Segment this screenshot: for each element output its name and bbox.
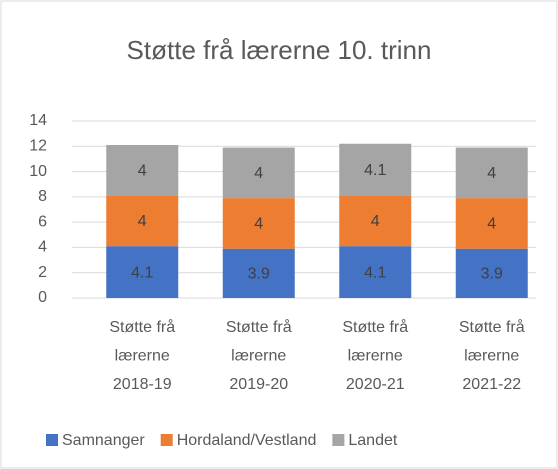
bar-segment	[339, 143, 412, 196]
x-tick-label: Støtte frå lærerne 2019-20	[226, 318, 292, 393]
y-tick-label: 12	[29, 138, 47, 155]
x-tick-label: Støtte frå lærerne 2018-19	[109, 318, 175, 393]
legend-label: Samnanger	[62, 432, 145, 449]
data-label: 4.1	[131, 264, 153, 281]
y-tick-label: 2	[38, 264, 47, 281]
data-label: 4	[254, 165, 263, 182]
bar-segment	[455, 198, 528, 249]
bar-segment	[106, 246, 179, 298]
bar-segment	[222, 147, 295, 199]
data-label: 4	[254, 216, 263, 233]
y-tick-label: 6	[38, 213, 47, 230]
legend-swatch	[160, 434, 173, 446]
legend-label: Landet	[348, 432, 397, 449]
data-label: 3.9	[481, 266, 503, 283]
bar-segment	[455, 147, 528, 199]
bar-segment	[339, 246, 412, 298]
data-label: 4	[487, 216, 496, 233]
data-label: 4	[487, 165, 496, 182]
data-label: 4.1	[364, 264, 386, 281]
bar-segment	[339, 195, 412, 247]
data-label: 4.1	[364, 162, 386, 179]
chart-title: Støtte frå lærerne 10. trinn	[127, 35, 432, 65]
x-tick-label: Støtte frå lærerne 2020-21	[342, 318, 408, 393]
bar-segment	[106, 145, 179, 196]
y-tick-label: 0	[38, 289, 47, 306]
data-label: 4	[138, 213, 147, 230]
y-tick-label: 8	[38, 188, 47, 205]
bar-segment	[222, 248, 295, 298]
data-label: 3.9	[248, 266, 270, 283]
x-tick-label: Støtte frå lærerne 2021-22	[459, 318, 525, 393]
y-tick-label: 10	[29, 163, 47, 180]
bar-segment	[106, 195, 179, 247]
y-tick-label: 4	[38, 239, 47, 256]
bar-segment	[222, 198, 295, 249]
legend-swatch	[46, 434, 58, 446]
data-label: 4	[138, 163, 147, 180]
legend-label: Hordaland/Vestland	[177, 432, 317, 449]
data-label: 4	[371, 213, 380, 230]
y-tick-label: 14	[29, 112, 47, 129]
legend-swatch	[332, 434, 345, 446]
bar-segment	[455, 248, 528, 298]
